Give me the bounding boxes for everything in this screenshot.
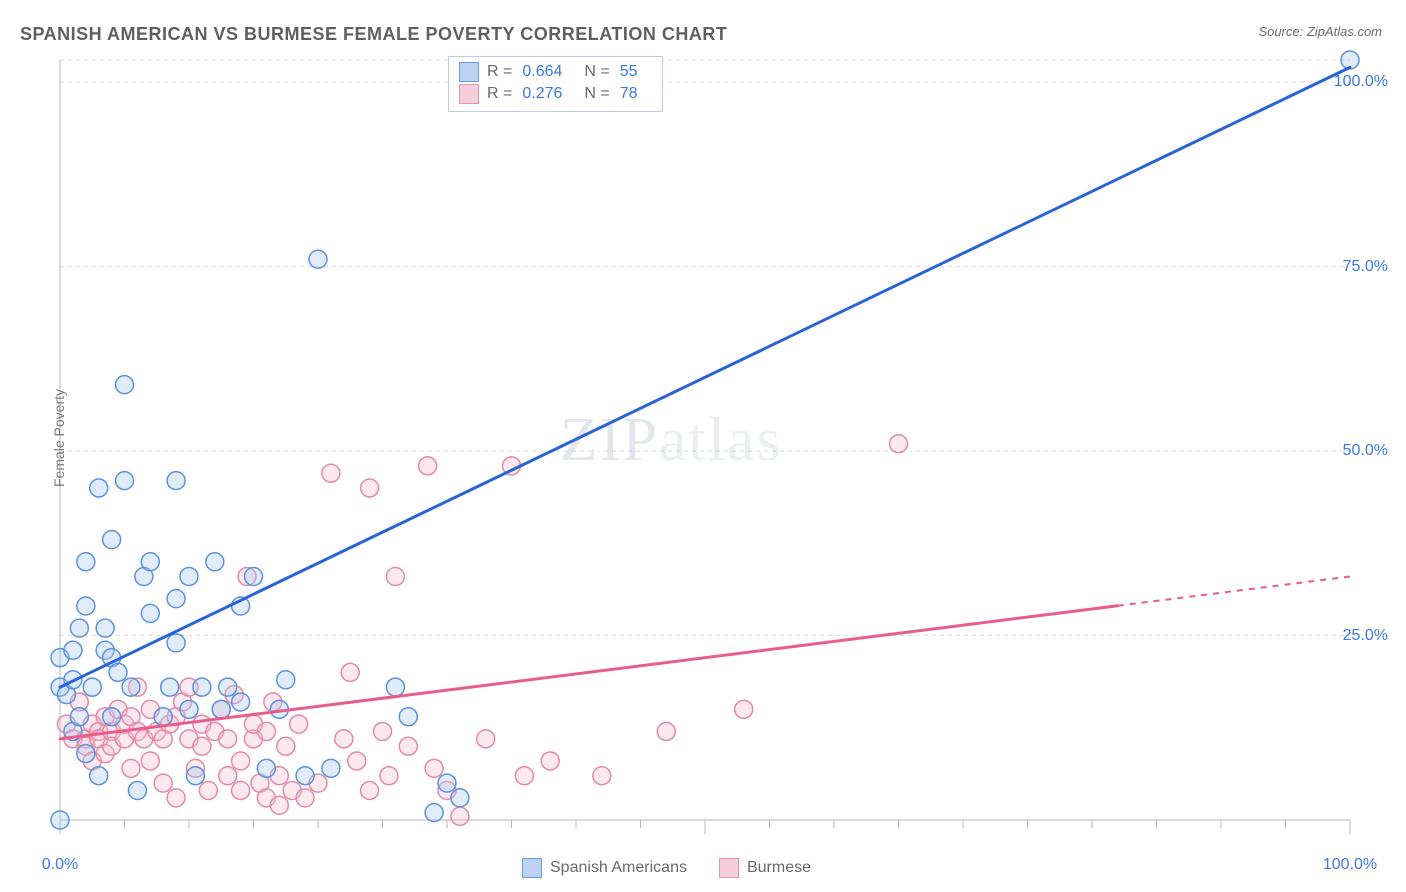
n-value-burmese: 78 (620, 85, 638, 103)
ytick-100: 100.0% (1334, 73, 1388, 91)
swatch-burmese (459, 84, 479, 104)
watermark-bold: ZIP (560, 406, 659, 474)
swatch-spanish (459, 62, 479, 82)
r-label: R = (487, 85, 512, 103)
xtick-100: 100.0% (1323, 856, 1377, 874)
chart-container: SPANISH AMERICAN VS BURMESE FEMALE POVER… (0, 0, 1406, 892)
legend-label-burmese: Burmese (747, 859, 811, 877)
corr-row-spanish: R = 0.664 N = 55 (459, 61, 652, 83)
legend-item-burmese: Burmese (719, 858, 811, 878)
n-label: N = (584, 85, 609, 103)
n-label: N = (584, 63, 609, 81)
n-value-spanish: 55 (620, 63, 638, 81)
ytick-75: 75.0% (1343, 258, 1388, 276)
watermark: ZIPatlas (560, 405, 783, 476)
series-legend: Spanish Americans Burmese (522, 858, 811, 878)
legend-swatch-spanish (522, 858, 542, 878)
r-value-burmese: 0.276 (522, 85, 562, 103)
chart-title: SPANISH AMERICAN VS BURMESE FEMALE POVER… (20, 24, 727, 45)
corr-row-burmese: R = 0.276 N = 78 (459, 83, 652, 105)
ytick-25: 25.0% (1343, 627, 1388, 645)
r-value-spanish: 0.664 (522, 63, 562, 81)
legend-swatch-burmese (719, 858, 739, 878)
correlation-legend: R = 0.664 N = 55 R = 0.276 N = 78 (448, 56, 663, 112)
ytick-50: 50.0% (1343, 442, 1388, 460)
xtick-0: 0.0% (42, 856, 78, 874)
source-label: Source: ZipAtlas.com (1258, 24, 1382, 39)
r-label: R = (487, 63, 512, 81)
watermark-thin: atlas (659, 406, 783, 474)
legend-item-spanish: Spanish Americans (522, 858, 687, 878)
y-axis-label: Female Poverty (51, 389, 67, 487)
legend-label-spanish: Spanish Americans (550, 859, 687, 877)
